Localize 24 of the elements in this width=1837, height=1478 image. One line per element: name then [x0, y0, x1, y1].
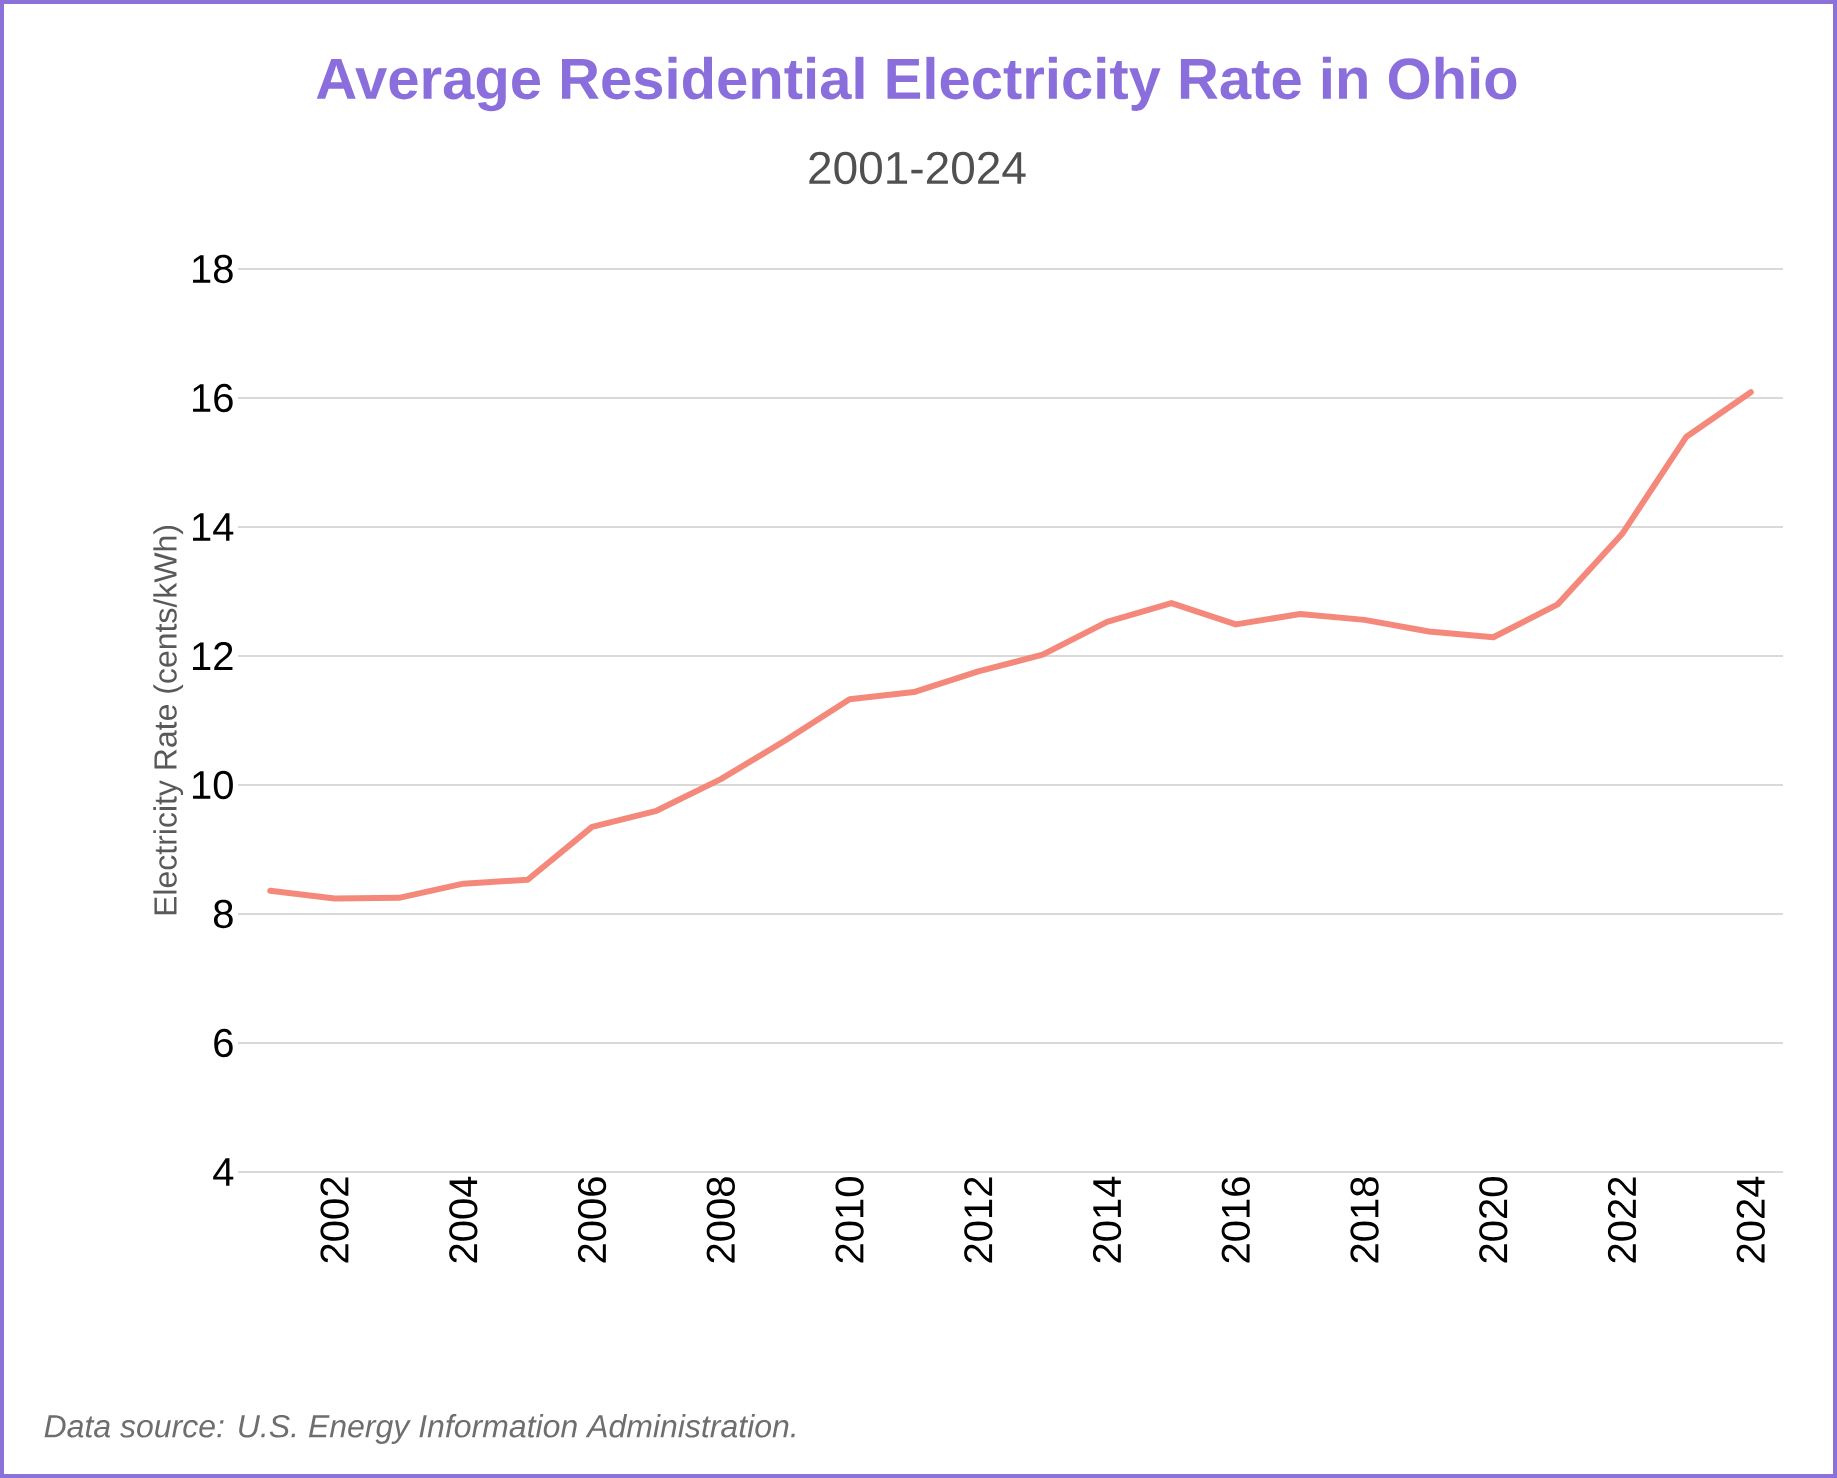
x-tick-label: 2006	[577, 1177, 607, 1263]
y-tick-label: 12	[193, 642, 233, 670]
x-tick-label: 2018	[1350, 1177, 1379, 1263]
x-tick-label: 2020	[1479, 1177, 1508, 1263]
x-tick-label: 2014	[1092, 1176, 1122, 1263]
y-tick-label: 8	[213, 899, 233, 929]
chart-subtitle: 2001-2024	[809, 151, 1026, 185]
x-tick-label: 2016	[1221, 1177, 1250, 1263]
x-tick-label: 2002	[320, 1177, 349, 1263]
y-tick-label: 18	[193, 254, 233, 284]
x-tick-label: 2008	[706, 1177, 735, 1263]
y-tick-label: 16	[193, 383, 233, 413]
y-tick-label: 4	[213, 1158, 234, 1186]
y-tick-label: 6	[214, 1028, 233, 1058]
x-tick-label: 2004	[449, 1176, 478, 1263]
source-note: Data source: U.S. Energy Information Administration.	[44, 1414, 795, 1444]
y-tick-label: 14	[193, 513, 234, 541]
x-tick-label: 2010	[835, 1177, 864, 1263]
chart-title: Average Residential Electricity Rate in Ohio	[316, 56, 1517, 112]
x-tick-label: 2022	[1607, 1177, 1637, 1263]
y-tick-label: 10	[193, 770, 233, 800]
x-tick-label: 2024	[1736, 1176, 1765, 1263]
x-tick-label: 2012	[964, 1177, 993, 1263]
y-axis-title: Electricity Rate (cents/kWh)	[153, 526, 184, 915]
